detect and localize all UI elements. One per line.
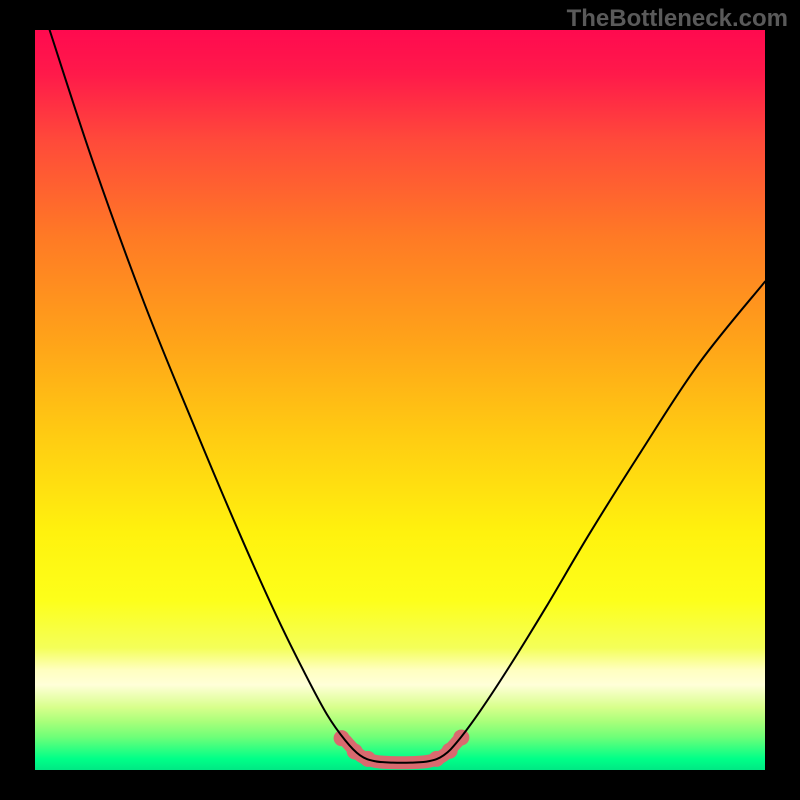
plot-area <box>35 30 765 770</box>
chart-svg <box>35 30 765 770</box>
chart-container: TheBottleneck.com <box>0 0 800 800</box>
gradient-background <box>35 30 765 770</box>
watermark-text: TheBottleneck.com <box>567 5 788 33</box>
